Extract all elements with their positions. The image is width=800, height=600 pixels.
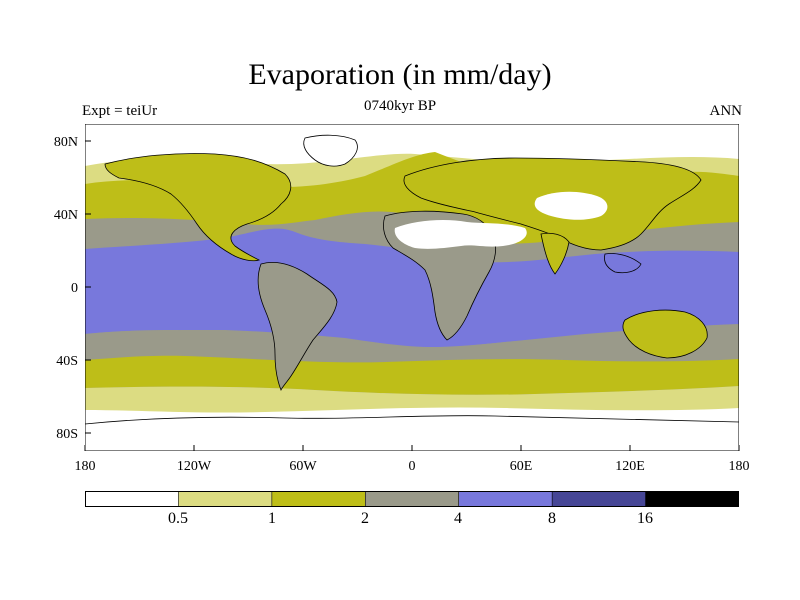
plot-subtitle: 0740kyr BP	[363, 98, 437, 114]
colorbar-swatch	[364, 491, 460, 507]
colorbar-label: 16	[637, 510, 653, 527]
x-tick-label: 120W	[177, 459, 212, 474]
x-axis: 180 120W 60W 0 60E 120E 180	[75, 445, 750, 474]
colorbar-border	[85, 491, 739, 507]
x-tick-label: 60W	[289, 459, 317, 474]
evaporation-map	[85, 124, 739, 451]
colorbar-swatch	[178, 491, 273, 507]
y-tick-label: 80S	[56, 427, 78, 442]
colorbar	[85, 491, 739, 507]
colorbar-label: 2	[361, 510, 369, 527]
colorbar-label: 8	[548, 510, 556, 527]
band-sh-light	[85, 386, 739, 413]
x-tick-label: 120E	[615, 459, 645, 474]
colorbar-swatch	[458, 491, 553, 507]
land-india	[540, 232, 570, 275]
experiment-label: Expt = teiUr	[82, 103, 158, 119]
colorbar-swatch	[271, 491, 367, 507]
band-sh-grey	[85, 329, 739, 363]
y-tick-label: 80N	[54, 135, 78, 150]
y-tick-label: 0	[71, 281, 78, 296]
x-tick-label: 60E	[510, 459, 533, 474]
colorbar-label: 4	[454, 510, 462, 527]
y-axis: 80N 40N 0 40S 80S	[54, 135, 91, 442]
x-tick-label: 180	[75, 459, 96, 474]
y-tick-label: 40N	[54, 208, 78, 223]
map-svg	[85, 124, 739, 451]
colorbar-swatch	[551, 491, 647, 507]
y-tick-label: 40S	[56, 354, 78, 369]
band-sh-olive	[85, 355, 739, 395]
season-label: ANN	[709, 103, 743, 119]
x-tick-label: 180	[729, 459, 750, 474]
land-australia	[622, 309, 708, 359]
desert-sahara-arabia	[394, 220, 527, 249]
land-antarctica	[85, 415, 739, 451]
land-greenland	[303, 134, 358, 167]
colorbar-label: 0.5	[168, 510, 188, 527]
colorbar-swatch	[85, 491, 180, 507]
land-south-america	[257, 262, 338, 391]
desert-central-asia	[534, 191, 608, 220]
colorbar-swatch	[645, 491, 739, 507]
x-tick-label: 0	[409, 459, 416, 474]
land-se-asia	[604, 253, 642, 274]
plot-title: Evaporation (in mm/day)	[248, 58, 552, 91]
colorbar-label: 1	[268, 510, 276, 527]
land-north-america	[104, 153, 292, 262]
